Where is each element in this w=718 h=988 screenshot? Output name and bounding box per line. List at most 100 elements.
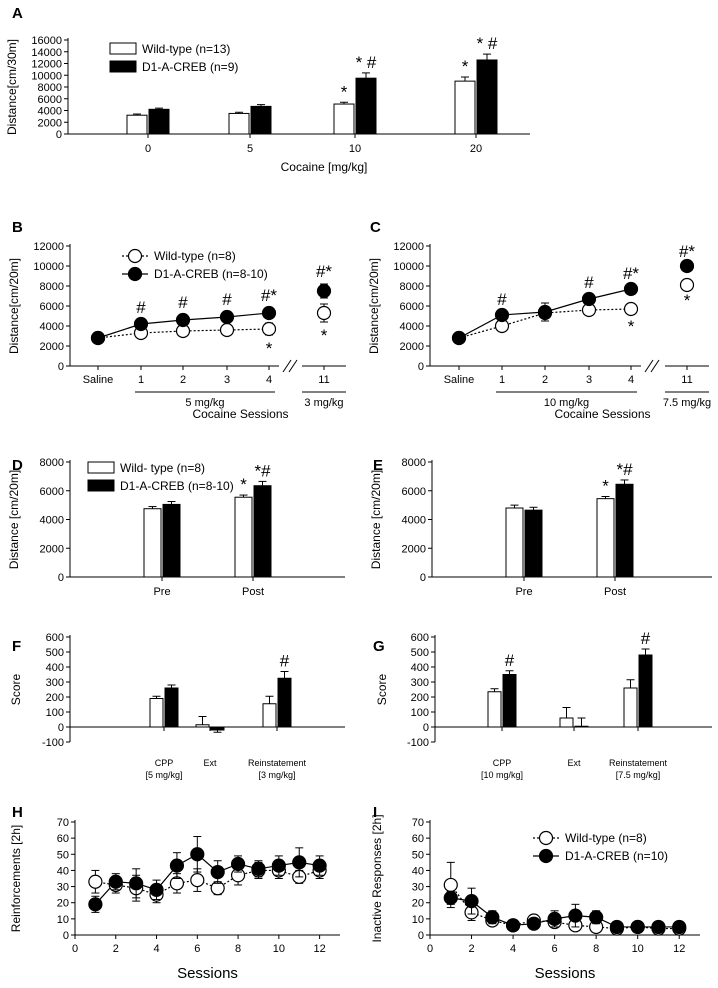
panel-label-F: F <box>12 638 21 655</box>
x-tick-label-I: 4 <box>510 943 516 955</box>
y-tick-label-G: -100 <box>407 737 429 749</box>
significance-mark-E: * <box>602 477 609 496</box>
significance-mark-A: * <box>341 82 348 101</box>
x-tick-label-C: 2 <box>542 374 548 386</box>
significance-mark-E: *# <box>616 460 633 479</box>
significance-mark-B: * <box>321 326 328 345</box>
x-tick-label-I: 8 <box>593 943 599 955</box>
series-line-I <box>450 884 680 930</box>
x-tick-label-G: Reinstatement <box>609 758 668 768</box>
x-axis-label-B: Cocaine Sessions <box>192 407 288 421</box>
significance-mark-B: #* <box>261 286 277 305</box>
x-tick-label-B: 11 <box>318 374 329 386</box>
y-tick-label-H: 50 <box>57 849 69 861</box>
x-sublabel-G: [10 mg/kg] <box>481 770 523 780</box>
y-axis-label-F: Score <box>9 674 23 706</box>
y-tick-label-I: 10 <box>412 914 424 926</box>
panel-label-C: C <box>370 219 381 236</box>
data-point-H <box>190 873 205 888</box>
bar-G <box>487 691 502 728</box>
x-tick-label-G: Ext <box>567 758 581 768</box>
panel-label-B: B <box>12 219 23 236</box>
y-tick-label-I: 0 <box>418 930 424 942</box>
data-point-I <box>443 877 458 893</box>
bar-E <box>615 483 634 578</box>
data-point-I <box>609 919 625 935</box>
bar-G <box>623 687 638 728</box>
bar-F <box>195 724 210 728</box>
y-tick-label-H: 70 <box>57 817 69 829</box>
significance-mark-G: # <box>641 629 651 648</box>
x-tick-label-B: 2 <box>180 374 186 386</box>
significance-mark-B: * <box>266 339 273 358</box>
legend-label-A: D1-A-CREB (n=9) <box>142 60 238 74</box>
significance-mark-G: # <box>505 651 515 670</box>
bar-G <box>638 654 653 728</box>
x-sublabel-F: [3 mg/kg] <box>258 770 295 780</box>
data-point-H <box>88 897 103 912</box>
data-point-C <box>623 301 639 317</box>
bar-A <box>355 77 377 135</box>
data-point-B <box>316 283 332 299</box>
panel-label-G: G <box>373 638 385 655</box>
significance-mark-D: * <box>240 475 247 494</box>
data-point-I <box>485 910 500 925</box>
x-tick-label-H: 8 <box>235 943 241 955</box>
data-point-H <box>169 858 185 873</box>
data-point-H <box>190 847 205 862</box>
y-tick-label-G: 300 <box>411 677 429 689</box>
data-point-C <box>679 277 695 293</box>
x-tick-label-I: 10 <box>632 943 644 955</box>
axis-break-C <box>644 359 654 373</box>
y-tick-label-E: 0 <box>420 572 426 584</box>
y-tick-label-A: 0 <box>56 129 62 141</box>
y-tick-label-A: 12000 <box>31 59 62 71</box>
bar-D <box>143 508 162 578</box>
bar-F <box>164 687 179 728</box>
bar-E <box>524 509 543 578</box>
y-axis-label-A: Distance[cm/30m] <box>5 39 19 135</box>
x-tick-label-H: 4 <box>153 943 159 955</box>
x-tick-label-F: Ext <box>203 758 217 768</box>
x-tick-label-F: CPP <box>155 758 174 768</box>
y-tick-label-A: 6000 <box>38 94 62 106</box>
legend-label-A: Wild-type (n=13) <box>142 42 230 56</box>
y-tick-label-F: 0 <box>58 722 64 734</box>
legend-label-I: D1-A-CREB (n=10) <box>565 849 668 863</box>
significance-mark-B: # <box>222 290 232 309</box>
legend-label-D: Wild- type (n=8) <box>120 461 205 475</box>
y-tick-label-I: 30 <box>412 882 424 894</box>
legend-swatch-D <box>87 461 115 474</box>
x-tick-label-A: 5 <box>247 143 253 155</box>
x-tick-label-B: 3 <box>224 374 230 386</box>
y-tick-label-B: 8000 <box>40 281 64 293</box>
bar-F <box>277 677 292 728</box>
bar-A <box>148 108 170 135</box>
bar-E <box>505 507 524 578</box>
bar-F <box>149 698 164 728</box>
significance-mark-C: * <box>628 317 635 336</box>
panel-label-D: D <box>12 457 23 474</box>
legend-swatch-D <box>87 479 115 492</box>
data-point-I <box>630 919 645 935</box>
bar-A <box>126 114 148 135</box>
x-tick-label-A: 10 <box>349 143 361 155</box>
data-point-H <box>271 858 286 873</box>
y-axis-label-G: Score <box>375 674 389 706</box>
y-tick-label-I: 40 <box>412 865 424 877</box>
significance-mark-C: # <box>584 273 594 292</box>
y-tick-label-G: 0 <box>423 722 429 734</box>
bar-F <box>262 703 277 728</box>
dose-label-C: 10 mg/kg <box>544 397 589 409</box>
data-point-I <box>505 918 521 933</box>
series-line-I <box>450 897 680 928</box>
legend-marker-B <box>127 248 143 264</box>
data-point-B <box>90 330 106 346</box>
x-tick-label-D: Pre <box>153 586 170 598</box>
bar-E <box>596 498 615 578</box>
data-point-B <box>219 309 235 325</box>
y-tick-label-A: 8000 <box>38 82 62 94</box>
x-tick-label-H: 12 <box>313 943 325 955</box>
x-tick-label-D: Post <box>242 586 264 598</box>
